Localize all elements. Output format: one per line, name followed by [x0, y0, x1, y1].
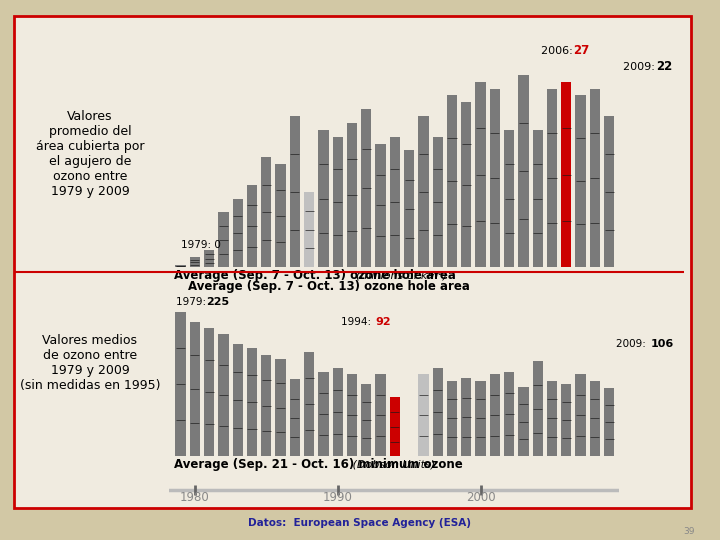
Text: 225: 225 — [207, 297, 230, 307]
Bar — [233, 199, 243, 267]
Text: 1980: 1980 — [180, 491, 210, 504]
Bar — [218, 334, 229, 456]
Bar — [533, 130, 543, 267]
Bar — [475, 82, 486, 267]
Text: 39: 39 — [683, 526, 695, 536]
Bar — [233, 344, 243, 456]
Bar — [289, 116, 300, 267]
Bar — [318, 372, 328, 456]
Text: 1994:: 1994: — [341, 316, 374, 327]
Bar — [490, 374, 500, 456]
Bar — [247, 185, 257, 267]
Text: 2006:: 2006: — [541, 46, 576, 56]
Text: Average (Sep. 7 - Oct. 13) ozone hole area: Average (Sep. 7 - Oct. 13) ozone hole ar… — [174, 269, 456, 282]
Bar — [204, 328, 215, 456]
Bar — [347, 374, 357, 456]
Bar — [176, 312, 186, 456]
Bar — [247, 348, 257, 456]
Bar — [289, 379, 300, 456]
Bar — [218, 212, 229, 267]
Bar — [347, 123, 357, 267]
Bar — [575, 96, 586, 267]
Text: 92: 92 — [375, 316, 390, 327]
Bar — [518, 387, 528, 456]
Bar — [376, 144, 386, 267]
Bar — [462, 103, 472, 267]
Bar — [304, 352, 315, 456]
Text: 106: 106 — [651, 339, 674, 349]
Text: Valores medios
de ozono entre
1979 y 2009
(sin medidas en 1995): Valores medios de ozono entre 1979 y 200… — [19, 334, 161, 392]
Text: 22: 22 — [657, 60, 672, 73]
Bar — [390, 397, 400, 456]
Bar — [518, 75, 528, 267]
Bar — [376, 374, 386, 456]
Bar — [176, 265, 186, 267]
Bar — [490, 89, 500, 267]
Bar — [304, 192, 315, 267]
Text: 2009:: 2009: — [624, 62, 659, 72]
Bar — [433, 137, 443, 267]
Bar — [261, 157, 271, 267]
Text: 2000: 2000 — [466, 491, 495, 504]
Bar — [276, 164, 286, 267]
Bar — [276, 359, 286, 456]
Bar — [504, 130, 514, 267]
Bar — [361, 384, 372, 456]
Bar — [418, 374, 428, 456]
Text: (Dobson Units): (Dobson Units) — [174, 460, 435, 470]
Text: Average (Sep. 7 - Oct. 13) ozone hole area: Average (Sep. 7 - Oct. 13) ozone hole ar… — [188, 280, 469, 293]
Text: Valores
promedio del
área cubierta por
el agujero de
ozono entre
1979 y 2009: Valores promedio del área cubierta por e… — [36, 110, 144, 198]
Bar — [447, 381, 457, 456]
Bar — [261, 355, 271, 456]
Bar — [333, 137, 343, 267]
Text: 1979:: 1979: — [176, 297, 210, 307]
Bar — [390, 137, 400, 267]
Text: Average (Sep. 21 - Oct. 16) minimum ozone: Average (Sep. 21 - Oct. 16) minimum ozon… — [174, 458, 462, 471]
Bar — [447, 96, 457, 267]
Bar — [604, 116, 614, 267]
Bar — [190, 321, 200, 456]
Bar — [361, 109, 372, 267]
Bar — [547, 89, 557, 267]
Bar — [462, 378, 472, 456]
Bar — [404, 151, 414, 267]
Bar — [204, 250, 215, 267]
Bar — [504, 372, 514, 456]
Text: 27: 27 — [574, 44, 590, 57]
Bar — [190, 257, 200, 267]
Text: (millions of km²): (millions of km²) — [174, 271, 447, 281]
Bar — [590, 381, 600, 456]
Bar — [433, 368, 443, 456]
Bar — [533, 361, 543, 456]
Text: 2009:: 2009: — [616, 339, 649, 349]
Text: 1990: 1990 — [323, 491, 353, 504]
Bar — [604, 388, 614, 456]
Text: Datos:  European Space Agency (ESA): Datos: European Space Agency (ESA) — [248, 518, 472, 528]
Bar — [575, 374, 586, 456]
Bar — [333, 368, 343, 456]
Bar — [547, 381, 557, 456]
Bar — [318, 130, 328, 267]
Bar — [561, 384, 572, 456]
Bar — [418, 116, 428, 267]
Bar — [475, 381, 486, 456]
Bar — [590, 89, 600, 267]
Bar — [561, 82, 572, 267]
Text: 1979: 0: 1979: 0 — [181, 240, 220, 250]
FancyBboxPatch shape — [14, 16, 691, 508]
